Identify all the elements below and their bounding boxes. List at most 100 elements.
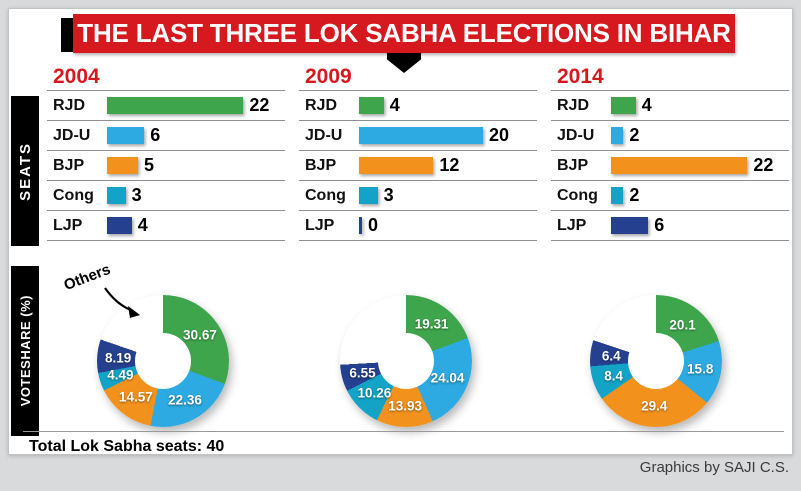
seats-bar [107, 97, 244, 114]
seats-value: 3 [131, 185, 142, 205]
title-bar: THE LAST THREE LOK SABHA ELECTIONS IN BI… [73, 14, 735, 53]
credit-line: Graphics by SAJI C.S. [639, 459, 789, 476]
seats-bar [611, 127, 624, 144]
voteshare-donut-2009: 19.31 24.04 13.93 10.26 6.55 [340, 295, 472, 427]
party-label: Cong [557, 186, 598, 204]
others-annotation: Others [55, 261, 175, 333]
seats-bar [359, 217, 362, 234]
donut-value-label: 4.49 [107, 367, 134, 383]
donut-value-label: 14.57 [118, 389, 153, 405]
seats-bar [611, 217, 649, 234]
party-label: BJP [53, 156, 85, 174]
donut-value-label: 20.1 [669, 317, 696, 333]
seats-bar [359, 97, 384, 114]
donut-value-label: 24.04 [430, 370, 465, 386]
seats-bar [107, 217, 132, 234]
footer: Total Lok Sabha seats: 40 [23, 431, 784, 456]
year-header: 2004 [47, 63, 285, 91]
seats-section-label: SEATS [16, 141, 34, 201]
seats-bar [359, 157, 434, 174]
seats-row-bjp: BJP 5 [47, 151, 285, 181]
party-label: BJP [557, 156, 589, 174]
year-header: 2009 [299, 63, 537, 91]
seats-row-rjd: RJD 4 [551, 91, 789, 121]
seats-row-ljp: LJP 6 [551, 211, 789, 241]
panel: THE LAST THREE LOK SABHA ELECTIONS IN BI… [8, 8, 793, 455]
seats-value: 4 [641, 95, 652, 115]
voteshare-section-label: VOTESHARE (%) [17, 295, 33, 407]
seats-row-ljp: LJP 4 [47, 211, 285, 241]
donut-value-label: 22.36 [168, 392, 202, 408]
party-label: JD-U [557, 126, 595, 144]
seats-bar [611, 187, 624, 204]
seats-bar [107, 127, 145, 144]
seats-row-jd-u: JD-U 6 [47, 121, 285, 151]
donut-value-label: 8.4 [604, 368, 624, 384]
seats-row-rjd: RJD 4 [299, 91, 537, 121]
seats-value: 6 [654, 215, 665, 235]
party-label: RJD [53, 96, 86, 114]
seats-row-rjd: RJD 22 [47, 91, 285, 121]
seats-row-jd-u: JD-U 2 [551, 121, 789, 151]
election-column-2014: 2014 RJD 4 JD-U 2 BJP 22 Cong 2 LJP 6 20.1 15.8 29.4 8… [551, 63, 789, 431]
seats-row-bjp: BJP 22 [551, 151, 789, 181]
election-column-2004: 2004 RJD 22 JD-U 6 BJP 5 Cong 3 LJP 4 30.67 22.36 14.… [47, 63, 285, 431]
sidebar-seats: SEATS [11, 96, 39, 246]
donut-value-label: 6.55 [349, 365, 376, 381]
seats-bar [359, 127, 483, 144]
party-label: RJD [557, 96, 590, 114]
seats-row-cong: Cong 3 [299, 181, 537, 211]
seats-value: 4 [389, 95, 400, 115]
party-label: Cong [305, 186, 346, 204]
total-seats-note: Total Lok Sabha seats: 40 [29, 438, 225, 455]
seats-row-bjp: BJP 12 [299, 151, 537, 181]
donut-hole [378, 333, 434, 389]
seats-value: 4 [137, 215, 148, 235]
seats-row-ljp: LJP 0 [299, 211, 537, 241]
donut-value-label: 29.4 [641, 398, 668, 414]
election-column-2009: 2009 RJD 4 JD-U 20 BJP 12 Cong 3 LJP 0 19.31 24.04 13… [299, 63, 537, 431]
seats-value: 0 [368, 215, 379, 235]
donut-value-label: 6.4 [601, 348, 621, 364]
seats-bar [611, 157, 748, 174]
party-label: LJP [557, 216, 587, 234]
seats-bar [107, 157, 138, 174]
party-label: BJP [305, 156, 337, 174]
seats-value: 5 [144, 155, 155, 175]
seats-value: 22 [753, 155, 774, 175]
donut-value-label: 13.93 [388, 398, 423, 414]
page-title: THE LAST THREE LOK SABHA ELECTIONS IN BI… [77, 18, 731, 48]
seats-row-cong: Cong 2 [551, 181, 789, 211]
voteshare-donut-2004: 30.67 22.36 14.57 4.49 8.19 [97, 295, 229, 427]
donut-hole [135, 333, 191, 389]
seats-bar [611, 97, 636, 114]
donut-value-label: 30.67 [183, 327, 217, 343]
seats-value: 6 [150, 125, 161, 145]
seats-row-cong: Cong 3 [47, 181, 285, 211]
party-label: RJD [305, 96, 338, 114]
seats-value: 3 [383, 185, 394, 205]
donut-hole [628, 333, 684, 389]
seats-bar [107, 187, 126, 204]
party-label: Cong [53, 186, 94, 204]
donut-value-label: 10.26 [357, 385, 392, 401]
seats-value: 2 [629, 125, 640, 145]
party-label: JD-U [53, 126, 91, 144]
seats-row-jd-u: JD-U 20 [299, 121, 537, 151]
sidebar-voteshare: VOTESHARE (%) [11, 266, 39, 436]
seats-bar [359, 187, 378, 204]
donut-value-label: 8.19 [104, 350, 132, 366]
party-label: LJP [53, 216, 83, 234]
party-label: JD-U [305, 126, 343, 144]
seats-value: 20 [489, 125, 510, 145]
donut-value-label: 15.8 [687, 361, 714, 377]
seats-value: 12 [439, 155, 460, 175]
party-label: LJP [305, 216, 335, 234]
others-arrow-icon [104, 287, 140, 318]
voteshare-donut-2014: 20.1 15.8 29.4 8.4 6.4 [590, 295, 722, 427]
seats-value: 22 [249, 95, 270, 115]
year-header: 2014 [551, 63, 789, 91]
seats-value: 2 [629, 185, 640, 205]
donut-value-label: 19.31 [414, 316, 449, 332]
